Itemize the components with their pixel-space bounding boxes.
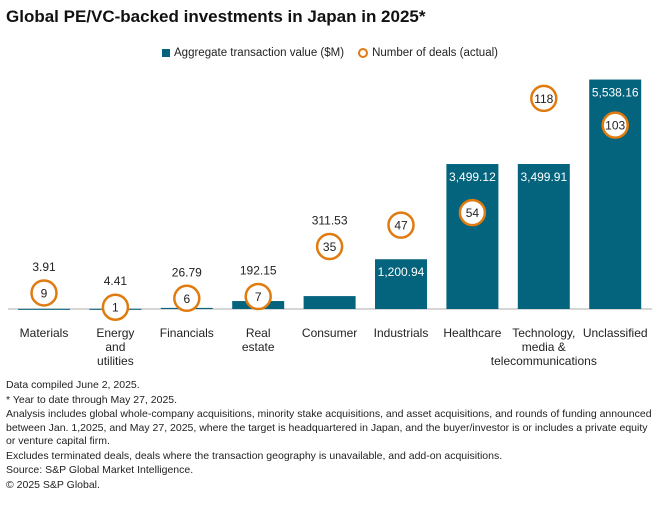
x-tick-label: Materials — [20, 326, 69, 340]
deal-count-marker — [315, 232, 344, 261]
bar-value-label: 3.91 — [32, 260, 56, 274]
x-tick-label: telecommunications — [491, 354, 597, 368]
legend-item-deals: Number of deals (actual) — [358, 47, 498, 59]
note: Data compiled June 2, 2025. — [6, 379, 140, 391]
deal-count-marker — [173, 284, 201, 313]
x-tick-label: and — [105, 340, 125, 354]
x-tick-label: media & — [522, 340, 566, 354]
x-tick-label: Unclassified — [583, 326, 648, 340]
bar — [303, 296, 356, 309]
x-tick-label: Energy — [96, 326, 134, 340]
bar-value-label: 3,499.91 — [520, 170, 567, 184]
bar-value-label: 1,200.94 — [378, 265, 425, 279]
deal-count-marker — [530, 84, 558, 113]
x-tick-label: Industrials — [374, 326, 429, 340]
deal-count-marker — [101, 293, 130, 321]
legend-item-value: Aggregate transaction value ($M) — [162, 47, 344, 59]
note: Analysis includes global whole-company a… — [6, 408, 652, 447]
x-tick-label: Real — [246, 326, 271, 340]
bar-value-label: 4.41 — [104, 274, 128, 288]
chart-title: Global PE/VC-backed investments in Japan… — [6, 7, 426, 26]
x-tick-label: estate — [242, 340, 275, 354]
bar — [375, 259, 427, 309]
deal-count-marker — [458, 198, 487, 227]
bar — [517, 164, 570, 309]
deal-count-label: 9 — [41, 286, 48, 300]
deal-count-marker — [601, 111, 629, 139]
deal-count-label: 35 — [323, 240, 337, 254]
x-tick-label: Healthcare — [443, 326, 501, 340]
deal-count-marker — [244, 282, 272, 311]
legend-label: Number of deals (actual) — [372, 47, 498, 59]
legend-label: Aggregate transaction value ($M) — [174, 47, 345, 59]
deal-count-marker — [387, 211, 415, 239]
deal-count-label: 1 — [112, 301, 119, 315]
legend-swatch-circle — [358, 48, 369, 58]
x-tick-label: Consumer — [302, 326, 357, 340]
deal-count-marker — [30, 279, 58, 307]
deal-count-label: 6 — [183, 292, 190, 306]
x-tick-label: Financials — [160, 326, 214, 340]
bar-value-label: 5,538.16 — [592, 86, 639, 100]
deal-count-label: 54 — [466, 206, 480, 220]
note: Source: S&P Global Market Intelligence. — [6, 464, 194, 476]
note: Excludes terminated deals, deals where t… — [6, 449, 503, 462]
bar-value-label: 26.79 — [172, 265, 202, 279]
bar-value-label: 192.15 — [240, 264, 277, 278]
bar — [446, 164, 499, 309]
note: * Year to date through May 27, 2025. — [6, 393, 178, 406]
legend-swatch-bar — [162, 49, 171, 57]
deal-count-label: 47 — [394, 219, 408, 233]
bar-value-label: 311.53 — [312, 214, 348, 228]
footnotes: Data compiled June 2, 2025. * Year to da… — [6, 379, 656, 493]
legend: Aggregate transaction value ($M) Number … — [0, 47, 660, 59]
x-tick-label: utilities — [97, 354, 134, 368]
bar — [18, 308, 70, 310]
deal-count-label: 103 — [605, 119, 625, 133]
bar-value-label: 3,499.12 — [449, 170, 496, 184]
x-tick-label: Technology, — [512, 326, 575, 340]
deal-count-label: 118 — [534, 92, 553, 106]
deal-count-label: 7 — [255, 290, 262, 304]
note: © 2025 S&P Global. — [6, 478, 100, 491]
